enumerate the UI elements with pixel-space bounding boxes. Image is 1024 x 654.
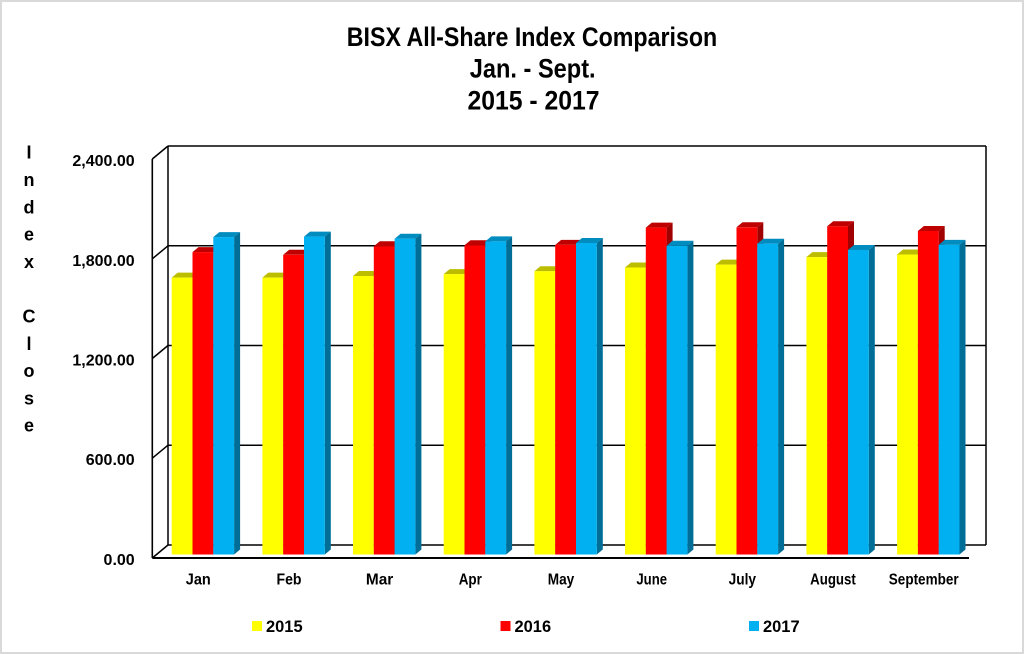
svg-text:July: July — [729, 572, 756, 589]
svg-text:Feb: Feb — [277, 572, 302, 589]
svg-text:l: l — [26, 334, 31, 354]
svg-text:Mar: Mar — [366, 572, 393, 589]
svg-text:n: n — [24, 170, 35, 190]
svg-text:May: May — [548, 572, 575, 589]
svg-text:2017: 2017 — [763, 617, 800, 636]
svg-text:2015: 2015 — [266, 617, 303, 636]
svg-text:1,800.00: 1,800.00 — [72, 253, 134, 270]
svg-text:600.00: 600.00 — [86, 452, 135, 469]
svg-text:d: d — [24, 197, 35, 217]
svg-text:2016: 2016 — [515, 617, 552, 636]
svg-text:Jan. - Sept.: Jan. - Sept. — [470, 54, 596, 84]
svg-text:I: I — [26, 143, 31, 163]
svg-text:C: C — [23, 307, 36, 327]
svg-text:e: e — [24, 225, 34, 245]
svg-text:September: September — [889, 572, 959, 589]
svg-text:Jan: Jan — [186, 572, 211, 589]
svg-text:June: June — [636, 572, 667, 589]
svg-text:o: o — [24, 361, 35, 381]
svg-text:e: e — [24, 416, 34, 436]
svg-text:x: x — [24, 252, 34, 272]
svg-text:1,200.00: 1,200.00 — [72, 353, 134, 370]
svg-text:BISX All-Share Index Compariso: BISX All-Share Index Comparison — [347, 22, 717, 52]
svg-text:s: s — [24, 388, 34, 408]
svg-text:2,400.00: 2,400.00 — [72, 153, 134, 170]
svg-text:2015 - 2017: 2015 - 2017 — [467, 86, 599, 116]
svg-text:August: August — [810, 572, 856, 589]
svg-text:0.00: 0.00 — [104, 552, 135, 569]
svg-text:Apr: Apr — [459, 572, 482, 589]
